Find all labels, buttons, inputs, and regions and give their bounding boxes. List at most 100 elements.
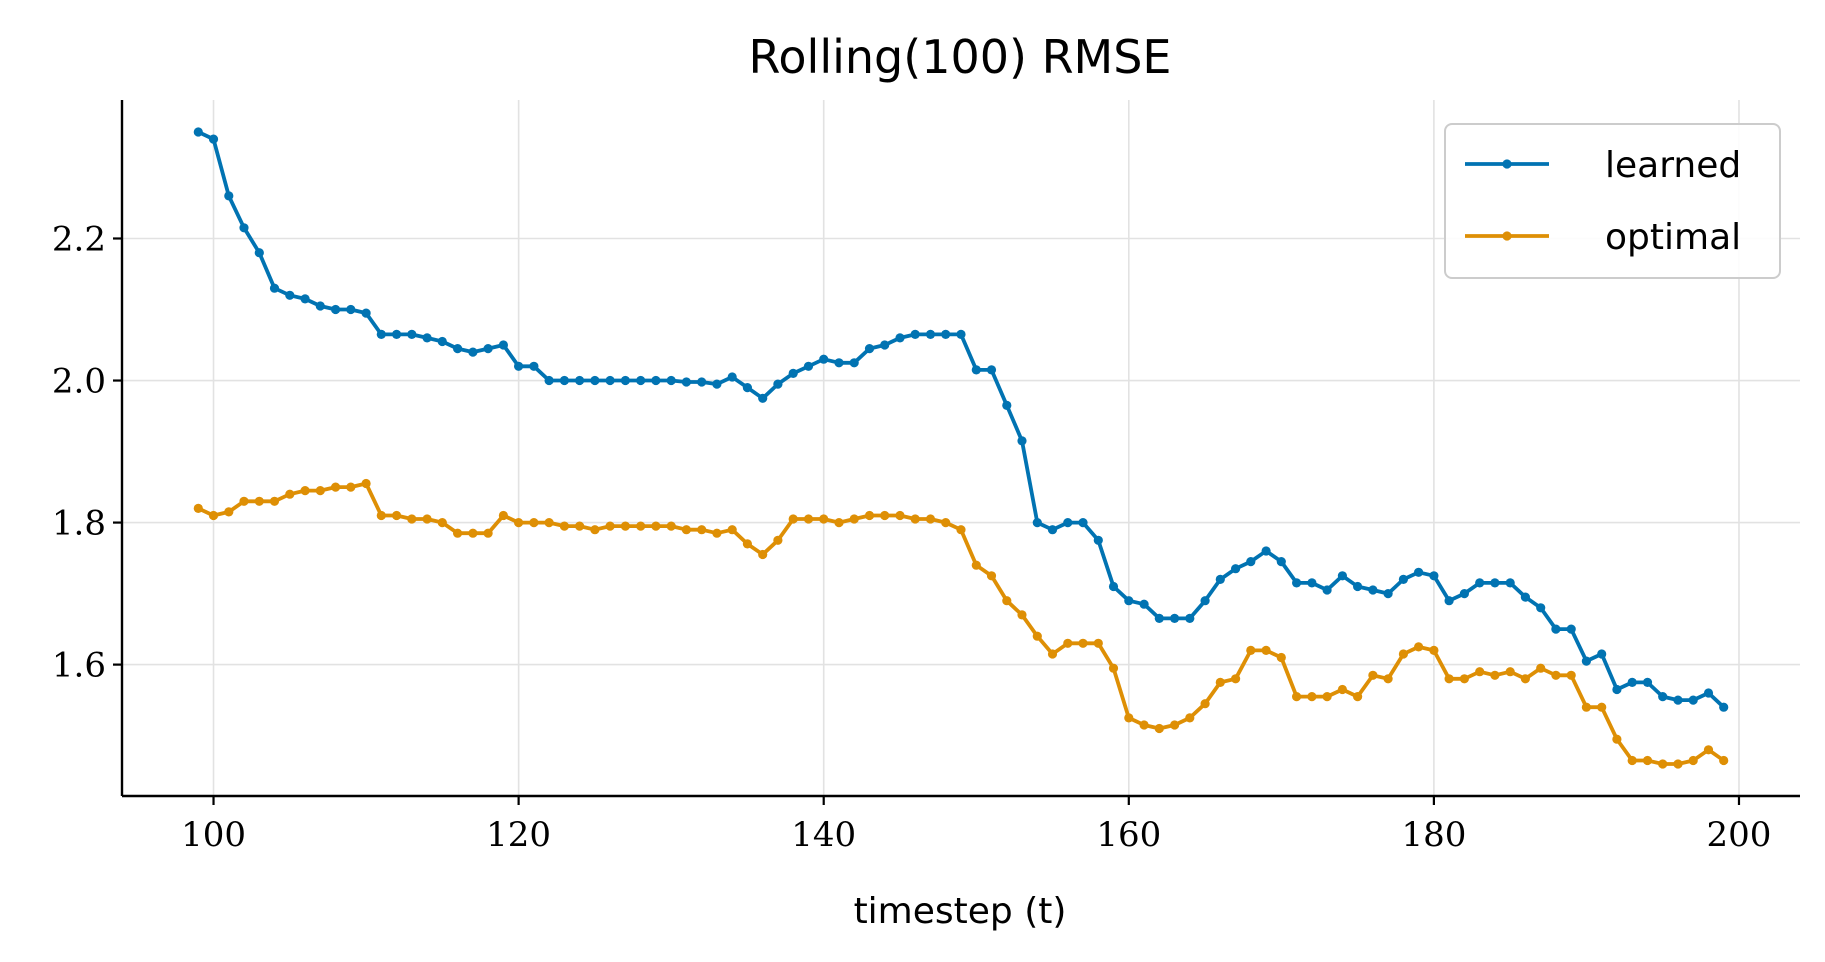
y-tick-label: 2.2 (52, 219, 106, 259)
data-point-optimal (803, 514, 814, 524)
data-point-optimal (1398, 649, 1408, 659)
data-point-optimal (742, 539, 753, 549)
x-tick-label: 140 (791, 815, 856, 855)
data-point-learned (1170, 613, 1180, 624)
data-point-optimal (1459, 674, 1469, 684)
data-point-optimal (1185, 713, 1195, 723)
data-point-optimal (1581, 702, 1591, 712)
data-point-learned (1627, 677, 1637, 688)
data-point-learned (544, 375, 554, 386)
data-point-optimal (1490, 670, 1500, 680)
data-point-optimal (422, 514, 432, 524)
data-point-optimal (1124, 713, 1134, 723)
data-point-optimal (1429, 645, 1439, 656)
data-point-learned (1047, 525, 1058, 535)
x-tick-label: 200 (1707, 815, 1772, 855)
data-point-optimal (1108, 663, 1119, 673)
data-point-optimal (1566, 670, 1576, 680)
data-point-optimal (697, 525, 707, 535)
data-point-learned (1261, 546, 1271, 556)
data-point-learned (1642, 677, 1653, 688)
data-point-learned (727, 372, 737, 382)
data-point-optimal (437, 518, 447, 528)
data-point-learned (1200, 596, 1210, 606)
data-point-learned (803, 361, 814, 371)
data-point-optimal (1658, 759, 1668, 769)
data-point-optimal (681, 525, 692, 535)
x-tick-label: 120 (486, 815, 551, 855)
data-point-optimal (254, 496, 264, 506)
data-point-learned (697, 377, 707, 387)
data-point-optimal (1200, 699, 1210, 709)
data-point-learned (971, 365, 981, 375)
data-point-optimal (819, 514, 829, 524)
data-point-optimal (605, 521, 615, 531)
data-point-learned (346, 304, 356, 315)
data-point-learned (910, 329, 920, 339)
data-point-optimal (1261, 645, 1271, 656)
data-point-optimal (1673, 759, 1683, 769)
data-point-optimal (1688, 755, 1698, 766)
data-point-optimal (453, 528, 463, 538)
data-point-learned (636, 375, 646, 386)
data-point-learned (1231, 564, 1241, 574)
data-point-optimal (636, 521, 646, 531)
data-point-learned (1307, 578, 1317, 588)
data-point-learned (407, 329, 417, 339)
data-point-learned (925, 329, 936, 339)
data-point-learned (605, 375, 615, 386)
data-point-optimal (575, 521, 585, 531)
data-point-optimal (1307, 692, 1317, 702)
data-point-optimal (1520, 674, 1530, 684)
data-point-optimal (1353, 692, 1363, 702)
data-point-learned (1292, 578, 1302, 588)
data-point-learned (1719, 702, 1729, 712)
data-point-learned (1658, 692, 1668, 702)
data-point-learned (1414, 567, 1424, 577)
data-point-learned (1536, 603, 1546, 613)
data-point-optimal (407, 514, 417, 524)
data-point-optimal (1276, 652, 1286, 663)
data-point-learned (437, 336, 447, 347)
x-tick-label: 180 (1401, 815, 1466, 855)
y-tick-label: 1.8 (52, 504, 106, 544)
data-point-learned (193, 127, 203, 137)
data-point-optimal (1154, 723, 1164, 734)
legend: learned optimal (1444, 123, 1781, 279)
data-point-optimal (392, 510, 402, 521)
data-point-learned (239, 223, 249, 233)
data-point-learned (529, 361, 539, 371)
data-point-optimal (1612, 734, 1622, 744)
tick-layer: 100 120 140 160 180 200 1.6 1.8 2.0 2.2 (52, 219, 1772, 855)
data-point-learned (1368, 585, 1378, 595)
data-point-optimal (1017, 610, 1027, 620)
data-point-optimal (1047, 649, 1058, 659)
data-point-learned (834, 358, 844, 368)
data-point-learned (1566, 624, 1576, 634)
data-point-learned (331, 304, 341, 315)
x-tick-label: 160 (1096, 815, 1161, 855)
data-point-learned (712, 379, 722, 389)
data-point-learned (1032, 518, 1042, 528)
data-point-optimal (1383, 674, 1393, 684)
data-point-optimal (315, 486, 325, 496)
legend-marker-learned (1502, 159, 1512, 169)
data-point-optimal (1032, 631, 1042, 641)
data-point-optimal (1337, 684, 1347, 695)
data-point-optimal (849, 514, 859, 524)
x-axis-label: timestep (t) (854, 891, 1067, 932)
data-point-learned (1551, 624, 1561, 634)
data-point-learned (361, 308, 371, 318)
data-point-optimal (1536, 663, 1546, 673)
data-point-optimal (300, 486, 310, 496)
data-point-learned (392, 329, 402, 339)
data-point-optimal (1002, 596, 1012, 606)
data-point-learned (1246, 557, 1256, 567)
data-point-optimal (773, 535, 783, 545)
data-point-optimal (727, 525, 737, 535)
data-point-learned (1490, 578, 1500, 588)
data-point-optimal (971, 560, 981, 570)
data-point-learned (285, 290, 295, 300)
axes (120, 100, 1800, 798)
data-point-learned (1688, 695, 1698, 705)
